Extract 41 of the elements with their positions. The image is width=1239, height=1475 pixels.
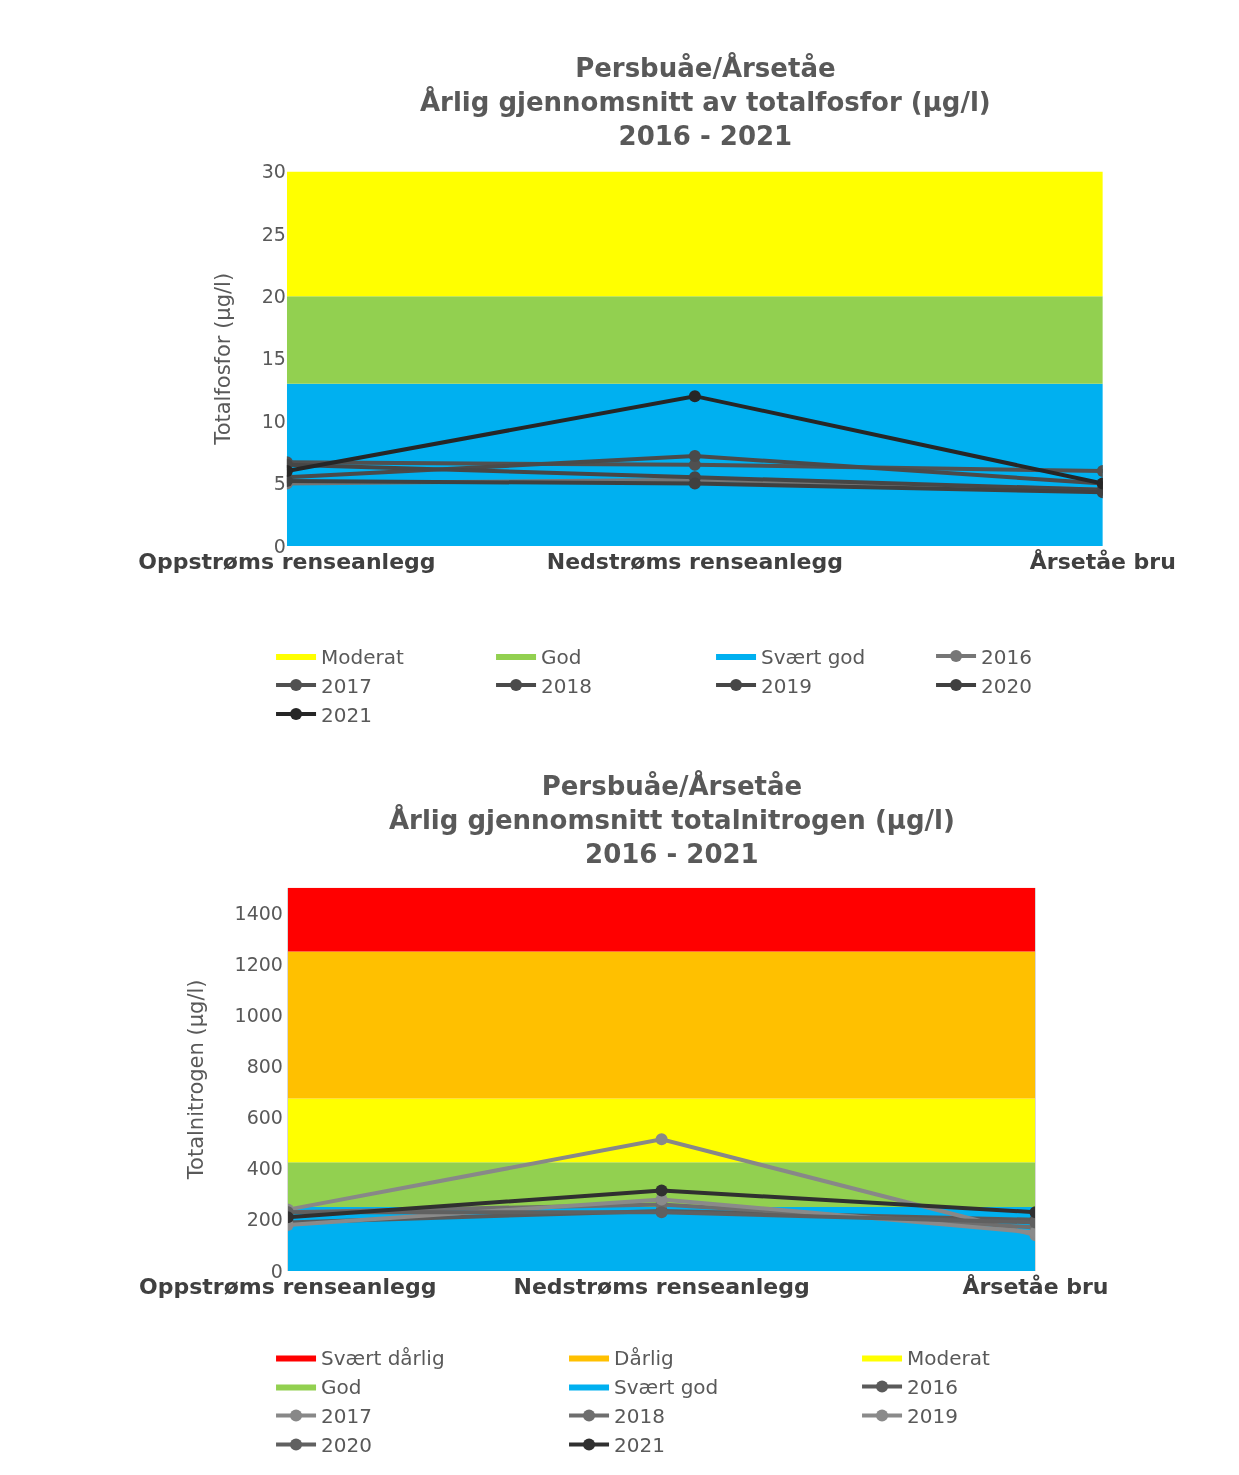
x-tick-label: Nedstrøms renseanlegg: [513, 1273, 810, 1299]
legend-label: 2021: [614, 1433, 665, 1458]
legend-label: 2017: [321, 673, 372, 698]
legend-label: 2018: [614, 1404, 665, 1429]
legend-label: 2019: [907, 1404, 958, 1429]
y-tick-label: 800: [246, 1055, 283, 1078]
legend-label: 2021: [321, 702, 372, 727]
y-tick-label: 10: [261, 409, 286, 432]
y-tick-label: 1400: [234, 901, 283, 924]
y-tick-label: 600: [246, 1106, 283, 1129]
legend-label: Svært god: [761, 644, 866, 669]
chart-title: Persbuåe/Årsetåe Årlig gjennomsnitt av totalfosfor (µg/l) 2016 - 2021: [420, 52, 991, 151]
legend-label: 2020: [321, 1433, 372, 1458]
legend-label: God: [321, 1375, 362, 1400]
legend-label: 2019: [761, 673, 812, 698]
legend-label: Moderat: [907, 1346, 991, 1371]
y-tick-label: 5: [273, 472, 286, 495]
x-tick-label: Årsetåe bru: [962, 1273, 1109, 1299]
legend-label: God: [541, 644, 582, 669]
legend-label: 2016: [907, 1375, 958, 1400]
legend-label: Svært dårlig: [321, 1346, 445, 1371]
legend-label: 2016: [981, 644, 1032, 669]
legend-label: Moderat: [321, 644, 405, 669]
y-tick-label: 25: [261, 222, 286, 245]
y-tick-label: 20: [261, 285, 286, 307]
x-tick-label: Årsetåe bru: [1029, 548, 1176, 574]
y-tick-label: 1200: [234, 953, 283, 976]
legend-label: 2017: [321, 1404, 372, 1429]
y-tick-label: 400: [246, 1157, 283, 1180]
y-tick-label: 30: [261, 160, 286, 183]
y-axis-title: Totalnitrogen (µg/l): [183, 979, 208, 1181]
legend-label: Dårlig: [614, 1346, 674, 1371]
legend-label: 2018: [541, 673, 592, 698]
y-tick-label: 15: [261, 347, 286, 370]
y-tick-label: 1000: [234, 1004, 283, 1027]
legend-label: 2020: [981, 673, 1032, 698]
chart-title: Persbuåe/Årsetåe Årlig gjennomsnitt totalnitrogen (µg/l) 2016 - 2021: [389, 770, 955, 869]
y-axis-title: Totalfosfor (µg/l): [210, 272, 235, 446]
legend-label: Svært god: [614, 1375, 719, 1400]
x-tick-label: Nedstrøms renseanlegg: [546, 548, 843, 574]
y-tick-label: 200: [246, 1208, 283, 1231]
